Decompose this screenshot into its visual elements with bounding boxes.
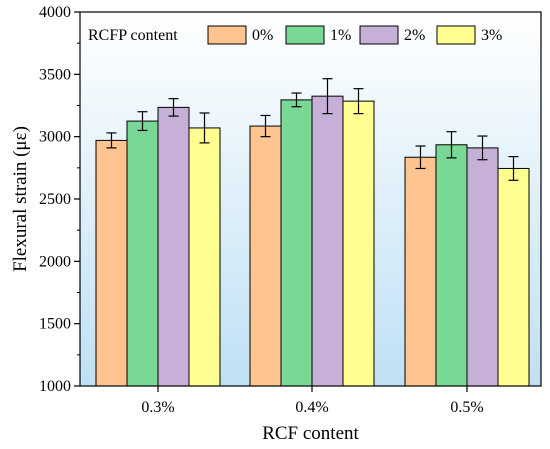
bar-0.5%-1% bbox=[435, 144, 468, 387]
error-bar bbox=[446, 131, 457, 159]
y-tick-label: 3500 bbox=[39, 66, 71, 83]
legend-swatch-1% bbox=[285, 25, 325, 45]
bar-0.3%-3% bbox=[188, 127, 221, 387]
legend-label: 2% bbox=[404, 27, 425, 44]
bar-0.3%-1% bbox=[126, 120, 159, 387]
legend-label: 3% bbox=[481, 27, 502, 44]
error-bar bbox=[291, 92, 302, 108]
legend-label: 0% bbox=[252, 27, 273, 44]
error-bar bbox=[322, 78, 333, 115]
bar-0.4%-1% bbox=[280, 99, 313, 387]
y-tick-label: 4000 bbox=[39, 4, 71, 21]
y-tick-label: 1000 bbox=[39, 378, 71, 395]
error-bar bbox=[415, 145, 426, 170]
legend-swatch-2% bbox=[359, 25, 399, 45]
error-bar bbox=[353, 88, 364, 115]
x-axis-title: RCF content bbox=[262, 423, 359, 444]
legend-swatch-3% bbox=[436, 25, 476, 45]
bar-0.5%-0% bbox=[404, 156, 437, 387]
bar-0.3%-2% bbox=[157, 106, 190, 387]
error-bar bbox=[137, 111, 148, 132]
y-tick-label: 2000 bbox=[39, 253, 71, 270]
error-bar bbox=[508, 156, 519, 181]
y-tick-label: 3000 bbox=[39, 129, 71, 146]
error-bar bbox=[199, 112, 210, 144]
legend-title: RCFP content bbox=[88, 27, 178, 44]
bar-0.4%-3% bbox=[342, 100, 375, 387]
legend-swatch-0% bbox=[207, 25, 247, 45]
y-tick-label: 1500 bbox=[39, 316, 71, 333]
bar-0.5%-3% bbox=[497, 167, 530, 387]
bar-0.5%-2% bbox=[466, 147, 499, 387]
legend: RCFP content 0% 1% 2% 3% bbox=[88, 25, 502, 45]
legend-label: 1% bbox=[330, 27, 351, 44]
error-bar bbox=[260, 114, 271, 138]
y-tick-label: 2500 bbox=[39, 191, 71, 208]
x-tick-label: 0.3% bbox=[141, 399, 174, 416]
bar-0.3%-0% bbox=[95, 139, 128, 387]
error-bar bbox=[168, 98, 179, 117]
y-axis-title: Flexural strain (με) bbox=[10, 126, 31, 272]
bar-0.4%-0% bbox=[249, 125, 282, 387]
bars bbox=[95, 78, 530, 387]
error-bar bbox=[106, 132, 117, 149]
axes: 1000 1500 2000 2500 3000 3500 4000 0.3% 0.4% 0.5% bbox=[39, 4, 484, 416]
x-tick-label: 0.5% bbox=[450, 399, 483, 416]
error-bar bbox=[477, 135, 488, 161]
bar-0.4%-2% bbox=[311, 95, 344, 387]
x-tick-label: 0.4% bbox=[295, 399, 328, 416]
